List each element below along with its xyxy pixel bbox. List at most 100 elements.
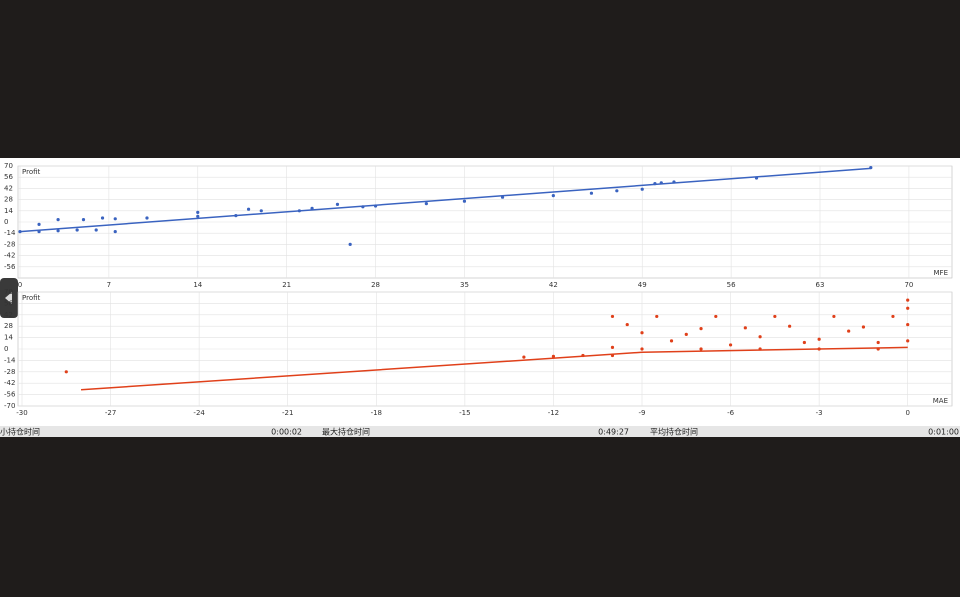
x-tick-label: 35 (460, 281, 469, 289)
x-tick-label: 70 (904, 281, 913, 289)
y-tick-label: 56 (4, 173, 13, 181)
point (335, 202, 340, 206)
point (145, 216, 149, 220)
point (100, 216, 105, 220)
x-tick-label: 14 (193, 281, 202, 289)
point (847, 329, 851, 333)
point (653, 182, 657, 186)
y-tick-label: 70 (4, 162, 13, 170)
point (869, 166, 873, 170)
point (424, 202, 428, 206)
point (94, 228, 98, 232)
point (832, 314, 836, 319)
point (788, 324, 792, 328)
point (246, 207, 251, 211)
point (773, 314, 777, 319)
point (259, 209, 263, 213)
x-tick-label: -30 (16, 409, 27, 417)
y-axis-label: Profit (22, 294, 41, 302)
x-tick-label: 28 (371, 281, 380, 289)
x-tick-label: -3 (816, 409, 823, 417)
x-tick-label: -12 (548, 409, 559, 417)
x-axis-label: MAE (933, 397, 948, 405)
x-tick-label: -21 (282, 409, 293, 417)
point (728, 343, 733, 347)
point (876, 347, 880, 351)
x-tick-label: -18 (371, 409, 382, 417)
point (610, 314, 615, 319)
y-axis-label: Profit (22, 168, 41, 176)
x-tick-label: 0 (18, 281, 22, 289)
point (672, 180, 676, 184)
status-value: 0:01:00 (928, 428, 959, 437)
x-tick-label: 42 (549, 281, 558, 289)
y-tick-label: -70 (4, 402, 15, 410)
point (196, 214, 200, 218)
x-tick-label: -6 (727, 409, 735, 417)
point (684, 332, 688, 336)
y-tick-label: 28 (4, 196, 13, 204)
x-tick-label: -24 (193, 409, 205, 417)
point (754, 176, 759, 180)
status-value: 0:49:27 (598, 428, 629, 437)
point (373, 204, 378, 208)
point (906, 306, 910, 310)
point (113, 230, 117, 234)
y-tick-label: 28 (4, 322, 13, 330)
point (348, 242, 352, 246)
point (699, 347, 703, 351)
point (462, 199, 467, 203)
point (361, 205, 365, 209)
point (551, 194, 555, 198)
point (817, 337, 821, 341)
status: 小持仓时间 0:00:02 最大持仓时间 0:49:27 平均持仓时间 0:01… (0, 427, 959, 437)
point (669, 339, 674, 343)
point (551, 354, 556, 358)
point (758, 335, 762, 339)
y-tick-label: -28 (4, 368, 15, 376)
point (659, 181, 663, 185)
point (743, 326, 747, 330)
x-tick-label: 21 (282, 281, 291, 289)
point (699, 327, 703, 331)
point (196, 210, 200, 214)
y-tick-label: 14 (4, 334, 13, 342)
point (655, 314, 659, 319)
x-tick-label: 63 (816, 281, 825, 289)
point (113, 217, 117, 221)
y-tick-label: 56 (4, 299, 13, 307)
y-tick-label: 0 (4, 218, 8, 226)
point (891, 314, 895, 319)
point (802, 340, 806, 345)
point (714, 314, 718, 319)
status-label: 平均持仓时间 (650, 427, 698, 437)
point (610, 345, 615, 349)
point (758, 347, 762, 351)
point (640, 331, 644, 335)
point (75, 228, 79, 232)
x-tick-label: -27 (105, 409, 116, 417)
point (615, 189, 619, 193)
status-value: 0:00:02 (271, 428, 302, 437)
y-tick-label: 70 (4, 288, 13, 296)
point (297, 209, 301, 213)
point (610, 353, 615, 358)
point (640, 187, 644, 191)
x-tick-label: 7 (107, 281, 111, 289)
y-tick-label: -56 (4, 263, 16, 271)
y-tick-label: -14 (4, 356, 16, 364)
x-tick-label: 0 (905, 409, 909, 417)
x-tick-label: 56 (727, 281, 736, 289)
point (64, 370, 68, 374)
point (310, 206, 314, 210)
point (56, 229, 60, 233)
point (625, 322, 629, 327)
point (906, 322, 910, 327)
x-axis-label: MFE (934, 269, 949, 277)
y-tick-label: -56 (4, 391, 16, 399)
point (861, 325, 866, 329)
point (81, 218, 86, 222)
point (640, 347, 644, 351)
